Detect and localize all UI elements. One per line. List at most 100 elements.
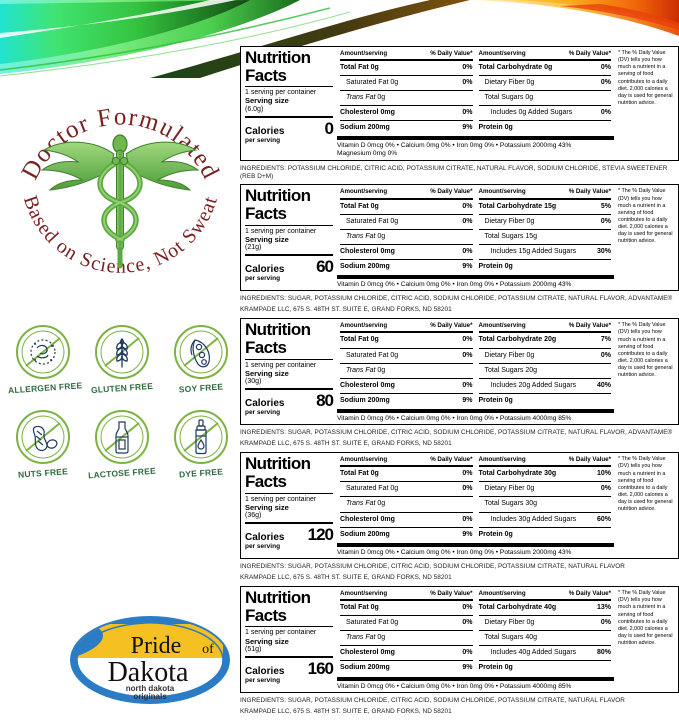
micronutrient-line: Vitamin D 0mcg 0% • Calcium 0mg 0% • Iro… — [337, 133, 614, 157]
row-dv-cholesterol: 0% — [462, 109, 473, 117]
row-value-protein: 0g — [504, 530, 513, 538]
row-value-total-carbohydrate: 20g — [544, 336, 557, 344]
amount-header-2: Amount/serving — [478, 50, 526, 57]
dv-header: % Daily Value* — [430, 50, 473, 57]
badge-label: NUTS FREE — [18, 466, 69, 480]
row-label-trans-fat: Trans Fat — [346, 94, 376, 102]
row-dv-dietary-fiber: 0% — [600, 79, 611, 87]
calories-label: Calories — [245, 264, 285, 276]
nf-nutrient-columns: Amount/serving % Daily Value* Total Fat … — [337, 456, 614, 539]
row-value-sodium: 200mg — [367, 124, 390, 132]
nf-serving-column: Nutrition Facts 1 serving per container … — [245, 322, 337, 422]
row-dv-sodium: 9% — [462, 664, 473, 672]
row-value-trans-fat: 0g — [377, 500, 386, 508]
badge-row-2: NUTS FREE LACTOSE FREE — [4, 407, 240, 481]
row-value-saturated-fat: 0g — [390, 619, 399, 627]
ingredients-text: INGREDIENTS: SUGAR, POTASSIUM CHLORIDE, … — [240, 563, 625, 571]
row-label-protein: Protein — [478, 262, 503, 270]
row-value-added-sugars: 20g — [518, 381, 531, 389]
nf-serving-column: Nutrition Facts 1 serving per container … — [245, 588, 337, 690]
row-value-total-fat: 0g — [370, 202, 379, 210]
badge-label: LACTOSE FREE — [87, 465, 157, 481]
nutrition-panel-block: Nutrition Facts 1 serving per container … — [240, 46, 679, 182]
nutrition-panels-column: Nutrition Facts 1 serving per container … — [240, 46, 679, 720]
ingredients-text: INGREDIENTS: POTASSIUM CHLORIDE, CITRIC … — [240, 164, 668, 181]
milk-bottle-icon — [115, 421, 129, 454]
row-value-protein: 0g — [504, 396, 513, 404]
row-label-added-sugars-prefix: Includes — [490, 381, 517, 389]
row-label-total-fat: Total Fat — [340, 64, 369, 72]
brand-column: Doctor Formulated Based on Science, Not … — [0, 60, 240, 704]
row-label-saturated-fat: Saturated Fat — [346, 619, 389, 627]
row-dv-total-fat: 0% — [462, 470, 473, 478]
nf-title-line1: Nutrition — [245, 588, 311, 608]
row-label-total-fat: Total Fat — [340, 336, 369, 344]
nf-footnote-column: * The % Daily Value (DV) tells you how m… — [614, 456, 674, 556]
row-dv-sodium: 9% — [462, 262, 473, 270]
nutrition-facts-label: Nutrition Facts 1 serving per container … — [240, 586, 679, 694]
row-label-saturated-fat: Saturated Fat — [346, 79, 389, 87]
amount-header: Amount/serving — [340, 50, 388, 57]
calories-value: 120 — [307, 525, 334, 545]
micronutrient-line: Vitamin D 0mcg 0% • Calcium 0mg 0% • Iro… — [337, 540, 614, 557]
row-dv-total-carbohydrate: 10% — [596, 470, 611, 478]
row-value-total-sugars: 15g — [525, 232, 538, 240]
row-value-protein: 0g — [504, 664, 513, 672]
caduceus-icon — [40, 134, 200, 269]
row-value-dietary-fiber: 0g — [526, 79, 535, 87]
row-value-dietary-fiber: 0g — [526, 217, 535, 225]
daily-value-footnote: * The % Daily Value (DV) tells you how m… — [618, 50, 673, 106]
nutrition-panel-block: Nutrition Facts 1 serving per container … — [240, 318, 679, 447]
badge-allergen-free: ALLERGEN FREE — [8, 322, 83, 396]
row-dv-sodium: 9% — [462, 396, 473, 404]
row-value-protein: 0g — [504, 262, 513, 270]
calories-sublabel: per serving — [245, 677, 281, 685]
row-label-trans-fat: Trans Fat — [346, 634, 376, 642]
row-dv-sodium: 9% — [462, 530, 473, 538]
nf-nutrient-columns: Amount/serving % Daily Value* Total Fat … — [337, 188, 614, 271]
row-label-dietary-fiber: Dietary Fiber — [484, 217, 525, 225]
nf-nutrient-columns: Amount/serving % Daily Value* Total Fat … — [337, 590, 614, 673]
nutrition-facts-label: Nutrition Facts 1 serving per container … — [240, 46, 679, 161]
pod-line1: Pride — [131, 633, 182, 659]
nutrition-facts-label: Nutrition Facts 1 serving per container … — [240, 452, 679, 560]
nutrition-panel-block: Nutrition Facts 1 serving per container … — [240, 586, 679, 715]
row-label-total-fat: Total Fat — [340, 470, 369, 478]
row-dv-saturated-fat: 0% — [462, 619, 473, 627]
nf-column-left: Amount/serving % Daily Value* Total Fat … — [337, 50, 476, 133]
nf-title-line2: Facts — [245, 65, 287, 85]
allergen-icon — [30, 339, 56, 365]
nf-column-right: Amount/serving % Daily Value* Total Carb… — [476, 456, 615, 539]
micronutrient-line-1: Vitamin D 0mcg 0% • Calcium 0mg 0% • Iro… — [337, 414, 572, 422]
nf-column-left: Amount/serving % Daily Value* Total Fat … — [337, 456, 476, 539]
nf-serving-column: Nutrition Facts 1 serving per container … — [245, 188, 337, 288]
row-value-trans-fat: 0g — [377, 634, 386, 642]
wheat-icon — [116, 338, 128, 368]
row-label-cholesterol: Cholesterol — [340, 109, 379, 117]
dv-header: % Daily Value* — [430, 456, 473, 464]
row-dv-total-fat: 0% — [462, 202, 473, 210]
serving-size-value: (21g) — [245, 244, 262, 252]
daily-value-footnote: * The % Daily Value (DV) tells you how m… — [618, 188, 673, 245]
calories-label: Calories — [245, 126, 285, 138]
row-value-added-sugars: 40g — [518, 649, 531, 657]
row-value-dietary-fiber: 0g — [526, 485, 535, 493]
micronutrient-line: Vitamin D 0mcg 0% • Calcium 0mg 0% • Iro… — [337, 406, 614, 423]
row-label-total-sugars: Total Sugars — [484, 500, 524, 508]
badge-soy-free: SOY FREE — [166, 322, 236, 395]
manufacturer-address: KRAMPADE LLC, 675 S. 48TH ST. SUITE E, G… — [240, 574, 452, 582]
row-value-dietary-fiber: 0g — [526, 619, 535, 627]
amount-header: Amount/serving — [340, 456, 388, 464]
row-label-added-sugars-suffix: Added Sugars — [531, 381, 577, 389]
nf-serving-column: Nutrition Facts 1 serving per container … — [245, 455, 337, 556]
manufacturer-address: KRAMPADE LLC, 675 S. 48TH ST. SUITE E, G… — [240, 708, 452, 716]
micronutrient-line-1: Vitamin D 0mcg 0% • Calcium 0mg 0% • Iro… — [337, 548, 572, 556]
amount-header: Amount/serving — [340, 188, 388, 196]
row-label-saturated-fat: Saturated Fat — [346, 217, 389, 225]
row-dv-dietary-fiber: 0% — [600, 619, 611, 627]
row-label-sodium: Sodium — [340, 124, 366, 132]
daily-value-footnote: * The % Daily Value (DV) tells you how m… — [618, 456, 673, 513]
row-label-sodium: Sodium — [340, 262, 366, 270]
badge-label: ALLERGEN FREE — [8, 380, 83, 396]
row-dv-dietary-fiber: 0% — [600, 217, 611, 225]
